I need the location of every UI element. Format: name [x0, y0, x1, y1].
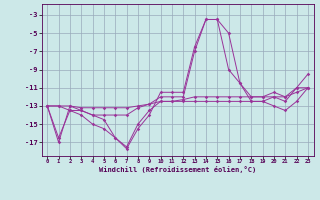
- X-axis label: Windchill (Refroidissement éolien,°C): Windchill (Refroidissement éolien,°C): [99, 166, 256, 173]
